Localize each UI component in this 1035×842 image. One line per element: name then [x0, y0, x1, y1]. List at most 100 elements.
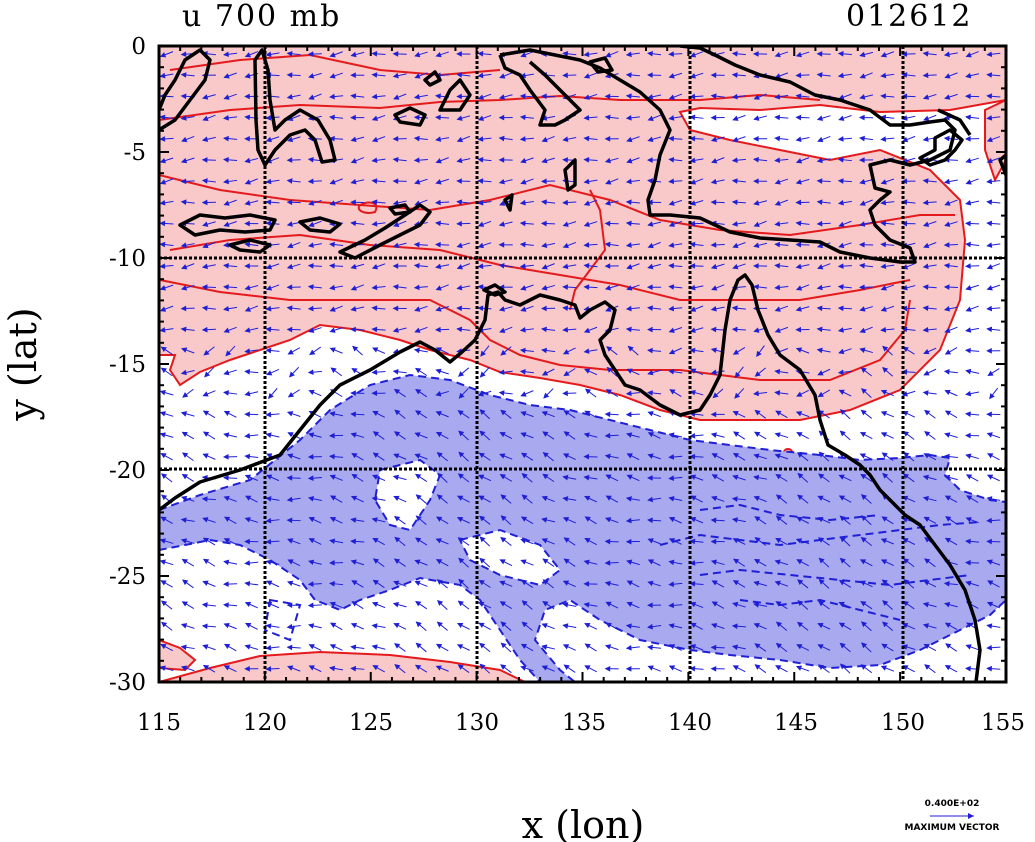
wind-vector-head	[838, 474, 845, 480]
wind-vector-head	[626, 432, 633, 438]
wind-vector-head	[268, 392, 274, 399]
wind-vector-head	[584, 623, 591, 629]
wind-vector-head	[710, 644, 717, 651]
wind-vector-head	[604, 560, 611, 566]
wind-vector-head	[689, 517, 697, 523]
wind-vector-head	[647, 115, 654, 121]
wind-vector-head	[734, 371, 741, 379]
negative-wind-regions	[159, 373, 1006, 682]
wind-vector-head	[604, 580, 611, 587]
wind-vector-head	[604, 432, 611, 439]
wind-vector-head	[796, 432, 803, 438]
wind-vector-head	[223, 410, 231, 417]
wind-vector-head	[584, 538, 591, 544]
wind-vector-head	[541, 623, 548, 629]
wind-vector-head	[415, 494, 422, 501]
wind-vector-head	[625, 51, 632, 58]
wind-vector-head	[181, 601, 188, 607]
wind-vector-head	[500, 515, 507, 522]
wind-vector-head	[625, 305, 632, 312]
wind-vector-head	[498, 369, 505, 376]
wind-vector-head	[415, 410, 422, 416]
wind-vector-head	[860, 664, 867, 670]
wind-vector-head	[752, 135, 759, 142]
wind-vector-head	[837, 136, 844, 142]
wind-vector-head	[986, 242, 993, 248]
wind-vector-head	[520, 538, 527, 544]
wind-vector-head	[160, 516, 167, 522]
wind-vector-head	[626, 136, 633, 143]
wind-vector-head	[902, 431, 910, 437]
wind-vector-head	[754, 537, 761, 543]
wind-vector-head	[435, 538, 442, 544]
wind-vector-head	[710, 72, 717, 78]
wind-vector-head	[478, 601, 485, 607]
wind-vector-head	[817, 623, 824, 629]
wind-vector-head	[500, 621, 507, 628]
wind-vector-head	[646, 157, 653, 163]
wind-vector-head	[816, 157, 823, 164]
wind-vector-head	[668, 349, 676, 355]
wind-vector-head	[350, 326, 356, 333]
wind-vector-head	[434, 326, 441, 333]
x-tick-120: 120	[243, 710, 287, 736]
wind-vector-head	[499, 601, 506, 607]
wind-vector-head	[943, 306, 951, 312]
wind-vector-head	[965, 179, 972, 185]
wind-vector-head	[922, 50, 929, 57]
wind-vector-head	[668, 368, 675, 375]
wind-vector-head	[435, 368, 442, 375]
plot-area	[159, 46, 1006, 682]
wind-vector-head	[287, 432, 294, 438]
wind-vector-head	[222, 454, 229, 460]
wind-vector-head	[860, 409, 867, 416]
wind-vector-head	[626, 285, 633, 291]
wind-vector-head	[329, 495, 337, 501]
wind-vector-head	[457, 371, 465, 377]
wind-vector-head	[646, 284, 653, 291]
positive-region-south	[159, 650, 526, 682]
wind-vector-head	[668, 559, 675, 566]
wind-vector-head	[584, 643, 591, 649]
wind-vector-head	[519, 241, 526, 248]
wind-vector-head	[542, 579, 549, 585]
wind-vector-head	[394, 536, 401, 543]
wind-vector-head	[562, 242, 569, 249]
wind-vector-head	[479, 430, 486, 437]
x-tick-135: 135	[562, 710, 606, 736]
wind-vector-head	[159, 263, 166, 269]
wind-vector-head	[562, 349, 570, 355]
wind-vector-head	[689, 52, 697, 58]
wind-vector-head	[689, 538, 696, 545]
coastline-timor	[338, 203, 432, 260]
wind-vector-head	[796, 516, 803, 522]
wind-vector-head	[583, 157, 590, 163]
wind-vector-head	[434, 241, 441, 248]
wind-vector-head	[964, 432, 971, 439]
wind-vector-head	[858, 114, 865, 121]
wind-vector-head	[435, 285, 442, 291]
wind-vector-head	[180, 517, 187, 523]
wind-vector-head	[265, 347, 272, 354]
wind-vector-head	[307, 242, 314, 248]
wind-vector-head	[689, 284, 696, 291]
wind-vector-head	[562, 580, 570, 586]
wind-vector-head	[371, 474, 379, 480]
wind-vector-head	[520, 516, 528, 522]
wind-vector-head	[159, 179, 167, 185]
wind-vector-head	[859, 559, 867, 565]
wind-vector-head	[839, 536, 846, 543]
wind-vector-head	[181, 136, 188, 143]
wind-vector-head	[690, 622, 697, 628]
wind-vector-head	[817, 537, 825, 543]
wind-vector-head	[477, 94, 485, 100]
wind-vector-head	[583, 284, 590, 290]
wind-vector-head	[668, 665, 676, 671]
wind-vector-head	[437, 472, 444, 479]
wind-vector-head	[690, 495, 697, 501]
wind-vector-head	[479, 536, 486, 543]
wind-vector-head	[774, 453, 781, 459]
wind-vector-head	[287, 391, 295, 398]
wind-vector-head	[604, 644, 612, 650]
